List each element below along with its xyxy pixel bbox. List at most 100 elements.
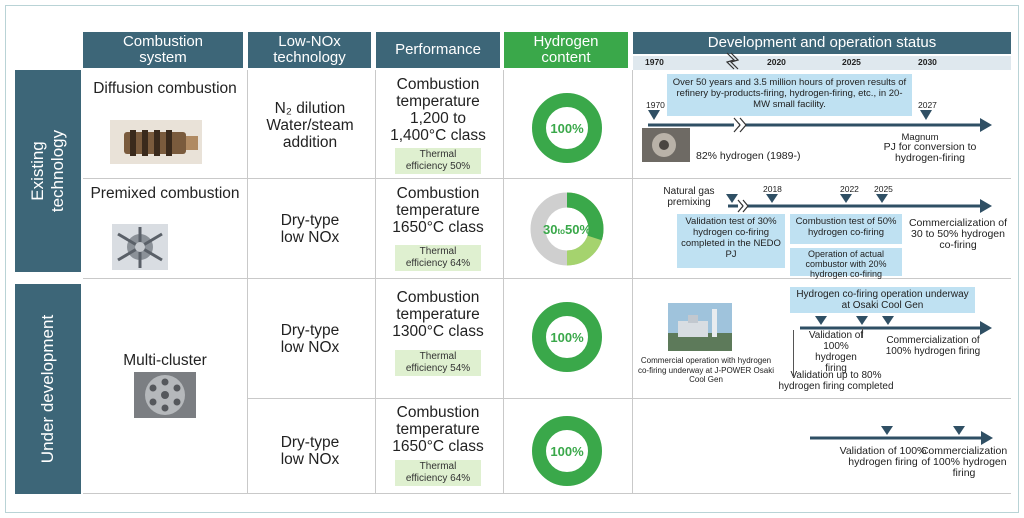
year-1970: 1970: [645, 57, 664, 67]
row-divider: [83, 178, 1011, 179]
hydrogen-range-label: 30to50%: [543, 222, 591, 237]
eff-line: Thermal: [419, 461, 457, 472]
perf-line: 1300°C class: [392, 323, 484, 340]
premixed-combustor-image: [112, 224, 168, 270]
lownox-line: N₂ dilution: [274, 100, 346, 117]
eff-line: Thermal: [419, 149, 457, 160]
header-development-label: Development and operation status: [707, 34, 937, 51]
timeline-arrow-diffusion: [648, 110, 992, 133]
eff-line: efficiency 54%: [405, 363, 471, 374]
dev-banner-diffusion: Over 50 years and 3.5 million hours of p…: [667, 74, 912, 116]
perf-line: Combustion: [396, 289, 480, 306]
category-existing-label: Existing technology: [28, 129, 67, 213]
timeline-arrow-premixed: [726, 194, 992, 213]
hydrogen-ring-100: 100%: [532, 416, 602, 486]
efficiency-badge: Thermal efficiency 64%: [395, 245, 481, 271]
perf-line: 1650°C class: [392, 219, 484, 236]
hydrogen-ring-100: 100%: [532, 302, 602, 372]
osaki-caption: Commercial operation with hydrogen co-fi…: [637, 356, 775, 384]
col-divider: [375, 70, 376, 493]
milestone-2027-label: 2027: [918, 100, 937, 110]
ring-segment-min: [566, 192, 604, 241]
header-hydrogen-content: Hydrogen content: [504, 32, 628, 68]
perf-line: 1,400°C class: [390, 127, 486, 144]
hydrogen-range-max: 50%: [565, 222, 591, 237]
hydrogen-value: 100%: [550, 444, 584, 459]
validation-100-label-2: Validation of 100% hydrogen firing: [839, 445, 927, 468]
system-diffusion-label: Diffusion combustion: [93, 80, 237, 97]
timeline-year-strip: 1970 2020 2025 2030: [633, 52, 1011, 70]
validation-100-label: Validation of 100% hydrogen firing: [808, 330, 864, 374]
year-2025: 2025: [842, 57, 861, 67]
hydrogen-range-min: 30: [543, 222, 557, 237]
system-multicluster-label: Multi-cluster: [123, 352, 207, 369]
lownox-line: Dry-type: [280, 212, 340, 229]
leader-line: [793, 330, 794, 376]
validation-30-box: Validation test of 30% hydrogen co-firin…: [677, 214, 785, 268]
lownox-line: Dry-type: [280, 434, 340, 451]
efficiency-badge: Thermal efficiency 64%: [395, 460, 481, 486]
row-divider: [83, 493, 1011, 494]
perf-multicluster-1: Combustion temperature 1300°C class: [378, 289, 498, 340]
perf-line: Combustion: [396, 404, 480, 421]
lownox-premixed: Dry-type low NOx: [252, 212, 368, 246]
diffusion-82-label: 82% hydrogen (1989-): [696, 150, 801, 162]
category-existing-technology: Existing technology: [15, 70, 81, 272]
combustion-50-box: Combustion test of 50% hydrogen co-firin…: [790, 214, 902, 244]
magnum-note: PJ for conversion to hydrogen-firing: [883, 141, 977, 164]
eff-line: efficiency 50%: [405, 161, 471, 172]
perf-line: 1650°C class: [392, 438, 484, 455]
lownox-line: low NOx: [280, 229, 340, 246]
lownox-line: low NOx: [280, 339, 340, 356]
row-divider: [248, 398, 1011, 399]
milestone-1970-label: 1970: [646, 100, 665, 110]
eff-line: efficiency 64%: [405, 258, 471, 269]
col-divider: [247, 70, 248, 493]
perf-line: 1,200 to: [409, 110, 467, 127]
lownox-diffusion: N₂ dilution Water/steam addition: [252, 100, 368, 151]
header-low-nox-label: Low-NOx technology: [273, 33, 346, 66]
row-divider: [83, 278, 1011, 279]
efficiency-badge: Thermal efficiency 50%: [395, 148, 481, 174]
perf-premixed: Combustion temperature 1650°C class: [378, 185, 498, 236]
hydrogen-value: 100%: [550, 121, 584, 136]
header-performance-label: Performance: [395, 41, 481, 58]
lownox-line: low NOx: [280, 451, 340, 468]
perf-line: Combustion: [396, 185, 480, 202]
col-divider: [503, 70, 504, 493]
natural-gas-label: Natural gas premixing: [663, 186, 715, 208]
perf-multicluster-2: Combustion temperature 1650°C class: [378, 404, 498, 455]
commercialization-100-label-2: Commercialization of 100% hydrogen firin…: [920, 445, 1008, 479]
lownox-multicluster-1: Dry-type low NOx: [252, 322, 368, 356]
perf-diffusion: Combustion temperature 1,200 to 1,400°C …: [378, 76, 498, 144]
perf-line: temperature: [396, 202, 480, 219]
milestone-2025-label: 2025: [874, 184, 893, 194]
diffusion-combustor-image: [110, 120, 202, 164]
leader-line: [862, 328, 863, 338]
header-combustion-label: Combustion system: [122, 33, 204, 66]
hydrogen-ring-30-50: 30to50%: [530, 192, 604, 266]
timeline-arrow-multicluster-2: [810, 426, 993, 445]
col-divider: [632, 70, 633, 493]
perf-line: temperature: [396, 421, 480, 438]
header-combustion-system: Combustion system: [83, 32, 243, 68]
osaki-plant-photo: [668, 303, 732, 351]
lownox-line: addition: [282, 134, 338, 151]
eff-line: Thermal: [419, 351, 457, 362]
magnum-label: Magnum: [901, 132, 939, 143]
system-premixed-label: Premixed combustion: [90, 185, 240, 202]
hydrogen-ring-100: 100%: [532, 93, 602, 163]
efficiency-badge: Thermal efficiency 54%: [395, 350, 481, 376]
hydrogen-range-to: to: [557, 227, 565, 236]
eff-line: Thermal: [419, 246, 457, 257]
multicluster-combustor-image: [134, 372, 196, 418]
lownox-line: Dry-type: [280, 322, 340, 339]
timeline-break-icon: [725, 52, 739, 70]
diffusion-photo: [642, 128, 690, 162]
perf-line: temperature: [396, 306, 480, 323]
validation-80-label: Validation up to 80% hydrogen firing com…: [778, 370, 894, 392]
hydrogen-value: 100%: [550, 330, 584, 345]
year-2030: 2030: [918, 57, 937, 67]
header-performance: Performance: [376, 32, 500, 68]
milestone-2018-label: 2018: [763, 184, 782, 194]
